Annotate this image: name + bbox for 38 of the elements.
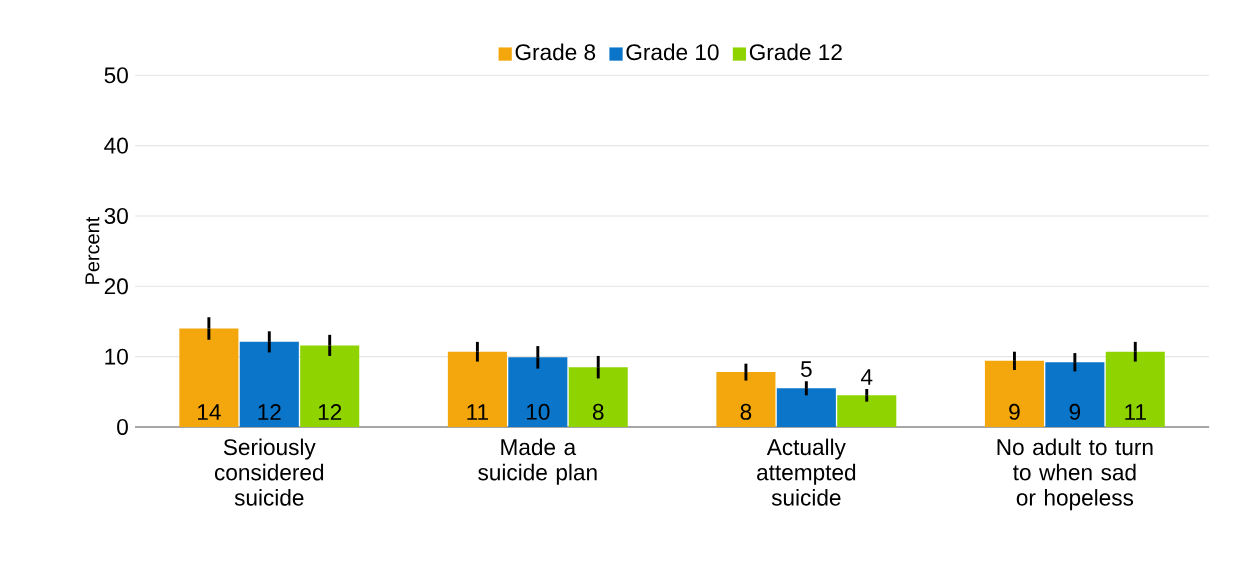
bar	[239, 341, 299, 427]
data-label: 9	[1069, 403, 1081, 420]
bar	[447, 351, 507, 427]
x-tick-label: Seriously considered suicide	[214, 438, 324, 506]
bar	[716, 372, 776, 427]
legend-label: Grade 12	[749, 43, 842, 61]
y-tick-label: 30	[104, 207, 128, 224]
bar	[984, 360, 1044, 427]
bar	[568, 367, 628, 427]
data-label: 12	[318, 404, 342, 420]
bar	[837, 395, 897, 427]
data-label: 14	[198, 404, 221, 420]
y-tick-label: 50	[104, 67, 128, 84]
legend-label: Grade 10	[626, 43, 719, 61]
bar	[508, 357, 568, 427]
x-tick-label: No adult to turn to when sad or hopeless	[997, 438, 1153, 511]
bar	[1105, 351, 1165, 427]
data-label: 4	[860, 369, 873, 385]
legend-label: Grade 8	[515, 43, 596, 61]
data-label: 10	[526, 403, 550, 420]
y-axis-title: Percent	[85, 216, 100, 284]
data-label: 8	[740, 403, 752, 420]
data-label: 11	[467, 404, 489, 420]
bar	[179, 328, 239, 427]
y-tick-label: 40	[104, 137, 128, 154]
data-label: 8	[592, 403, 604, 420]
bar	[776, 388, 836, 427]
data-label: 11	[1125, 404, 1146, 420]
y-tick-label: 20	[104, 278, 128, 295]
y-tick-label: 10	[105, 348, 128, 365]
x-tick-label: Made a suicide plan	[478, 438, 597, 485]
data-label: 5	[800, 361, 812, 378]
data-label: 12	[258, 404, 281, 420]
bar	[1045, 362, 1105, 427]
bar	[300, 345, 360, 427]
y-tick-label: 0	[117, 419, 128, 436]
data-label: 9	[1009, 403, 1020, 420]
x-tick-label: Actually attempted suicide	[757, 438, 856, 506]
